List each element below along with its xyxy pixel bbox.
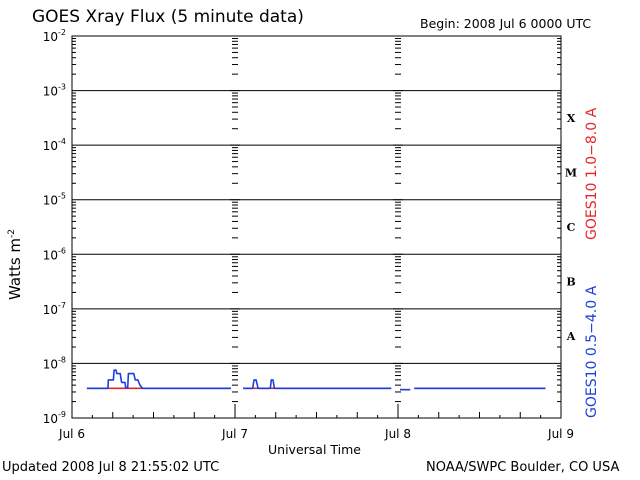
begin-time-label: Begin: 2008 Jul 6 0000 UTC: [420, 16, 592, 31]
y-tick-label: 10: [43, 194, 58, 208]
x-tick-label: Jul 6: [58, 427, 85, 441]
credit-label: NOAA/SWPC Boulder, CO USA: [426, 460, 620, 475]
y-tick-exponent: -6: [58, 246, 66, 255]
series-line-short-wavelength: [243, 379, 392, 390]
legend-short-wavelength: GOES10 0.5−4.0 A: [584, 285, 600, 418]
y-tick-label: 10: [43, 85, 58, 99]
y-tick-exponent: -2: [58, 28, 66, 37]
x-tick-label: Jul 7: [221, 427, 248, 441]
y-tick-label: 10: [43, 139, 58, 153]
legend-long-wavelength: GOES10 1.0−8.0 A: [584, 107, 600, 240]
y-tick-exponent: -7: [58, 301, 66, 310]
x-tick-label: Jul 9: [547, 427, 574, 441]
y-tick-label: 10: [43, 248, 58, 262]
y-tick-exponent: -5: [58, 192, 66, 201]
y-tick-exponent: -4: [58, 137, 66, 146]
y-tick-exponent: -3: [58, 83, 66, 92]
y-tick-exponent: -8: [58, 355, 66, 364]
flare-class-label: M: [565, 166, 577, 179]
y-tick-exponent: -9: [58, 410, 66, 419]
y-axis-label: Watts m-2: [6, 228, 24, 300]
chart-title: GOES Xray Flux (5 minute data): [32, 7, 304, 27]
y-tick-label: 10: [43, 303, 58, 317]
x-axis-label: Universal Time: [268, 442, 361, 457]
y-tick-label: 10: [43, 30, 58, 44]
flare-class-label: X: [567, 112, 576, 125]
plot-frame: [71, 35, 562, 419]
updated-timestamp: Updated 2008 Jul 8 21:55:02 UTC: [2, 460, 220, 475]
flare-class-label: C: [567, 221, 576, 234]
flare-class-label: B: [566, 276, 575, 289]
series-line-short-wavelength: [86, 369, 231, 390]
flare-class-label: A: [566, 330, 576, 343]
y-tick-label: 10: [43, 357, 58, 371]
x-tick-label: Jul 8: [384, 427, 411, 441]
y-tick-label: 10: [43, 412, 58, 426]
